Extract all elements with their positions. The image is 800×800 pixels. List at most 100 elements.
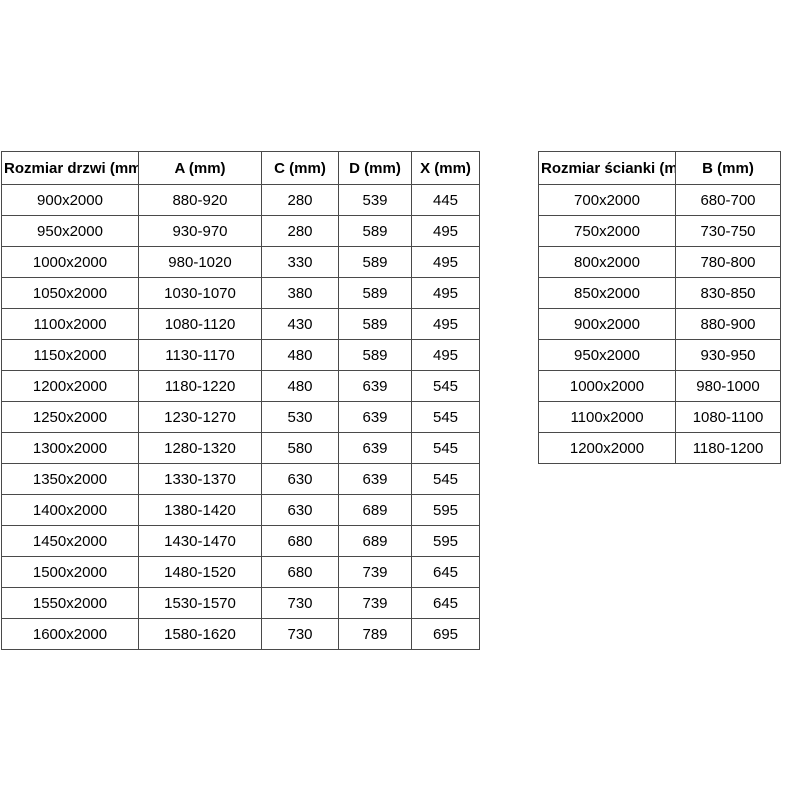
table-row: 1500x2000 1480-1520 680 739 645 — [1, 556, 480, 588]
table-cell: 730 — [261, 587, 339, 619]
table-row: 1100x2000 1080-1120 430 589 495 — [1, 308, 480, 340]
table-cell: 589 — [338, 308, 412, 340]
table-cell: 495 — [411, 277, 480, 309]
table-cell: 900x2000 — [538, 308, 676, 340]
table-cell: 950x2000 — [538, 339, 676, 371]
table-row: 1600x2000 1580-1620 730 789 695 — [1, 618, 480, 650]
table-cell: 1200x2000 — [1, 370, 139, 402]
column-header: Rozmiar drzwi (mm) — [1, 151, 139, 185]
table-cell: 495 — [411, 339, 480, 371]
table-cell: 380 — [261, 277, 339, 309]
table-cell: 1000x2000 — [538, 370, 676, 402]
table-row: 950x2000 930-950 — [538, 339, 781, 371]
table-cell: 880-920 — [138, 184, 262, 216]
table-cell: 1030-1070 — [138, 277, 262, 309]
table-cell: 930-950 — [675, 339, 781, 371]
table-cell: 545 — [411, 401, 480, 433]
table-cell: 1080-1100 — [675, 401, 781, 433]
table-cell: 280 — [261, 215, 339, 247]
table-cell: 589 — [338, 215, 412, 247]
table-cell: 1230-1270 — [138, 401, 262, 433]
table-cell: 980-1020 — [138, 246, 262, 278]
table-row: 1000x2000 980-1000 — [538, 370, 781, 402]
table-cell: 700x2000 — [538, 184, 676, 216]
table-row: 1050x2000 1030-1070 380 589 495 — [1, 277, 480, 309]
table-cell: 595 — [411, 525, 480, 557]
table-cell: 1280-1320 — [138, 432, 262, 464]
table-cell: 645 — [411, 556, 480, 588]
table-cell: 589 — [338, 246, 412, 278]
table-cell: 730-750 — [675, 215, 781, 247]
table-row: 1250x2000 1230-1270 530 639 545 — [1, 401, 480, 433]
table-cell: 1050x2000 — [1, 277, 139, 309]
table-cell: 750x2000 — [538, 215, 676, 247]
table-row: 1100x2000 1080-1100 — [538, 401, 781, 433]
table-cell: 645 — [411, 587, 480, 619]
table-cell: 695 — [411, 618, 480, 650]
column-header: A (mm) — [138, 151, 262, 185]
table-row: 800x2000 780-800 — [538, 246, 781, 278]
table-cell: 639 — [338, 463, 412, 495]
column-header: Rozmiar ścianki (mm) — [538, 151, 676, 185]
table-cell: 850x2000 — [538, 277, 676, 309]
table-cell: 545 — [411, 463, 480, 495]
table-cell: 880-900 — [675, 308, 781, 340]
wall-size-table: Rozmiar ścianki (mm)B (mm)700x2000680-70… — [538, 151, 781, 464]
table-cell: 1550x2000 — [1, 587, 139, 619]
table-cell: 495 — [411, 308, 480, 340]
table-cell: 630 — [261, 463, 339, 495]
table-cell: 1000x2000 — [1, 246, 139, 278]
table-cell: 1600x2000 — [1, 618, 139, 650]
table-row: 1000x2000 980-1020 330 589 495 — [1, 246, 480, 278]
table-cell: 539 — [338, 184, 412, 216]
table-row: 1400x2000 1380-1420 630 689 595 — [1, 494, 480, 526]
header-row: Rozmiar ścianki (mm)B (mm) — [538, 151, 781, 185]
table-cell: 730 — [261, 618, 339, 650]
column-header: X (mm) — [411, 151, 480, 185]
table-cell: 800x2000 — [538, 246, 676, 278]
column-header: D (mm) — [338, 151, 412, 185]
table-cell: 1380-1420 — [138, 494, 262, 526]
table-cell: 680 — [261, 525, 339, 557]
table-cell: 1450x2000 — [1, 525, 139, 557]
table-cell: 780-800 — [675, 246, 781, 278]
table-cell: 950x2000 — [1, 215, 139, 247]
table-cell: 1500x2000 — [1, 556, 139, 588]
column-header: B (mm) — [675, 151, 781, 185]
table-cell: 1150x2000 — [1, 339, 139, 371]
table-row: 1550x2000 1530-1570 730 739 645 — [1, 587, 480, 619]
table-cell: 1180-1220 — [138, 370, 262, 402]
table-cell: 280 — [261, 184, 339, 216]
header-row: Rozmiar drzwi (mm) A (mm) C (mm) D (mm) X (m… — [1, 151, 480, 185]
table-cell: 739 — [338, 587, 412, 619]
table-cell: 930-970 — [138, 215, 262, 247]
table-cell: 545 — [411, 370, 480, 402]
table-cell: 330 — [261, 246, 339, 278]
table-cell: 630 — [261, 494, 339, 526]
table-row: 950x2000 930-970 280 589 495 — [1, 215, 480, 247]
table-cell: 680-700 — [675, 184, 781, 216]
table-cell: 739 — [338, 556, 412, 588]
table-cell: 830-850 — [675, 277, 781, 309]
table-row: 850x2000 830-850 — [538, 277, 781, 309]
table-row: 1300x2000 1280-1320 580 639 545 — [1, 432, 480, 464]
column-header: C (mm) — [261, 151, 339, 185]
table-row: 1350x2000 1330-1370 630 639 545 — [1, 463, 480, 495]
table-row: 900x2000 880-900 — [538, 308, 781, 340]
table-cell: 495 — [411, 246, 480, 278]
table-cell: 1400x2000 — [1, 494, 139, 526]
table-cell: 1200x2000 — [538, 432, 676, 464]
table-cell: 1480-1520 — [138, 556, 262, 588]
table-cell: 639 — [338, 401, 412, 433]
table-row: 750x2000 730-750 — [538, 215, 781, 247]
table-cell: 1130-1170 — [138, 339, 262, 371]
table-cell: 1100x2000 — [538, 401, 676, 433]
table-row: 1150x2000 1130-1170 480 589 495 — [1, 339, 480, 371]
table-cell: 480 — [261, 370, 339, 402]
table-cell: 430 — [261, 308, 339, 340]
table-row: 900x2000 880-920 280 539 445 — [1, 184, 480, 216]
table-cell: 545 — [411, 432, 480, 464]
table-cell: 1180-1200 — [675, 432, 781, 464]
table-cell: 1530-1570 — [138, 587, 262, 619]
